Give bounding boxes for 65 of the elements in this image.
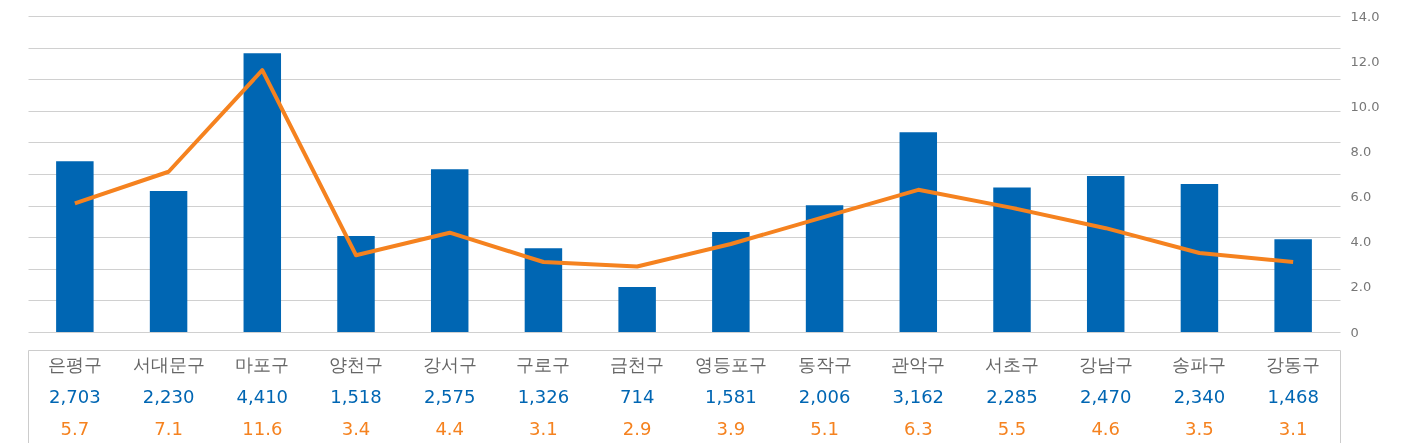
data-label: 7.1 (154, 418, 183, 439)
data-label: 2,006 (798, 386, 851, 407)
y2-tick-label: 2.0 (1350, 279, 1372, 295)
data-label: 1,581 (705, 386, 757, 407)
data-label: 3,162 (892, 386, 945, 407)
y2-tick-label: 6.0 (1350, 189, 1372, 205)
data-label: 2,230 (142, 386, 195, 407)
data-label: 4.6 (1091, 418, 1121, 439)
x-tick-label: 서대문구 (132, 354, 205, 375)
data-label: 3.1 (1278, 418, 1308, 439)
bar (243, 53, 282, 332)
x-tick-label: 양천구 (329, 354, 383, 375)
bar (337, 236, 375, 332)
y2-tick-label: 14.0 (1350, 8, 1380, 24)
data-label: 4.4 (435, 418, 465, 439)
bar (430, 169, 469, 332)
bar (712, 232, 750, 332)
data-label: 2,575 (423, 386, 476, 407)
x-tick-label: 송파구 (1172, 354, 1227, 375)
line-series (72, 68, 1296, 269)
data-label: 3.4 (341, 418, 371, 439)
data-label: 6.3 (903, 418, 933, 439)
bar (618, 286, 656, 332)
bar (993, 187, 1031, 332)
data-label: 5.1 (810, 418, 839, 439)
data-label: 11.6 (242, 418, 283, 439)
x-tick-label: 마포구 (235, 354, 290, 375)
bar (1180, 184, 1219, 332)
data-label: 2.9 (622, 418, 652, 439)
y2-tick-label: 10.0 (1350, 98, 1380, 114)
bar (1086, 175, 1125, 332)
data-label: 714 (619, 386, 655, 407)
x-tick-label: 구로구 (516, 354, 571, 375)
data-label: 1,518 (330, 386, 382, 407)
data-label: 2,340 (1173, 386, 1226, 407)
x-tick-label: 금천구 (610, 354, 665, 375)
bar (56, 161, 94, 332)
x-tick-label: 강동구 (1266, 354, 1321, 375)
data-label: 3.5 (1185, 418, 1214, 439)
x-tick-label: 서초구 (985, 354, 1039, 375)
x-tick-label: 강남구 (1078, 354, 1133, 375)
x-tick-label: 동작구 (797, 354, 852, 375)
y2-tick-label: 8.0 (1350, 143, 1372, 159)
x-tick-label: 영등포구 (694, 354, 767, 375)
data-label: 2,285 (986, 386, 1038, 407)
x-tick-label: 은평구 (47, 354, 102, 375)
data-label: 1,468 (1267, 386, 1319, 407)
bar (805, 205, 844, 332)
x-tick-label: 관악구 (891, 354, 946, 375)
bar (524, 248, 563, 332)
data-label: 4,410 (236, 386, 289, 407)
bar (149, 191, 188, 332)
data-label: 1,326 (517, 386, 570, 407)
y2-tick-label: 12.0 (1350, 53, 1380, 69)
data-label: 5.5 (997, 418, 1027, 439)
x-tick-label: 강서구 (422, 354, 477, 375)
data-label: 3.9 (716, 418, 746, 439)
data-label: 3.1 (529, 418, 558, 439)
bar (899, 132, 938, 332)
data-label: 5.7 (60, 418, 90, 439)
bar (1274, 239, 1312, 332)
data-label: 2,470 (1079, 386, 1132, 407)
y2-tick-label: 4.0 (1350, 234, 1372, 250)
data-label: 2,703 (49, 386, 101, 407)
y2-tick-label: 0 (1350, 324, 1359, 340)
